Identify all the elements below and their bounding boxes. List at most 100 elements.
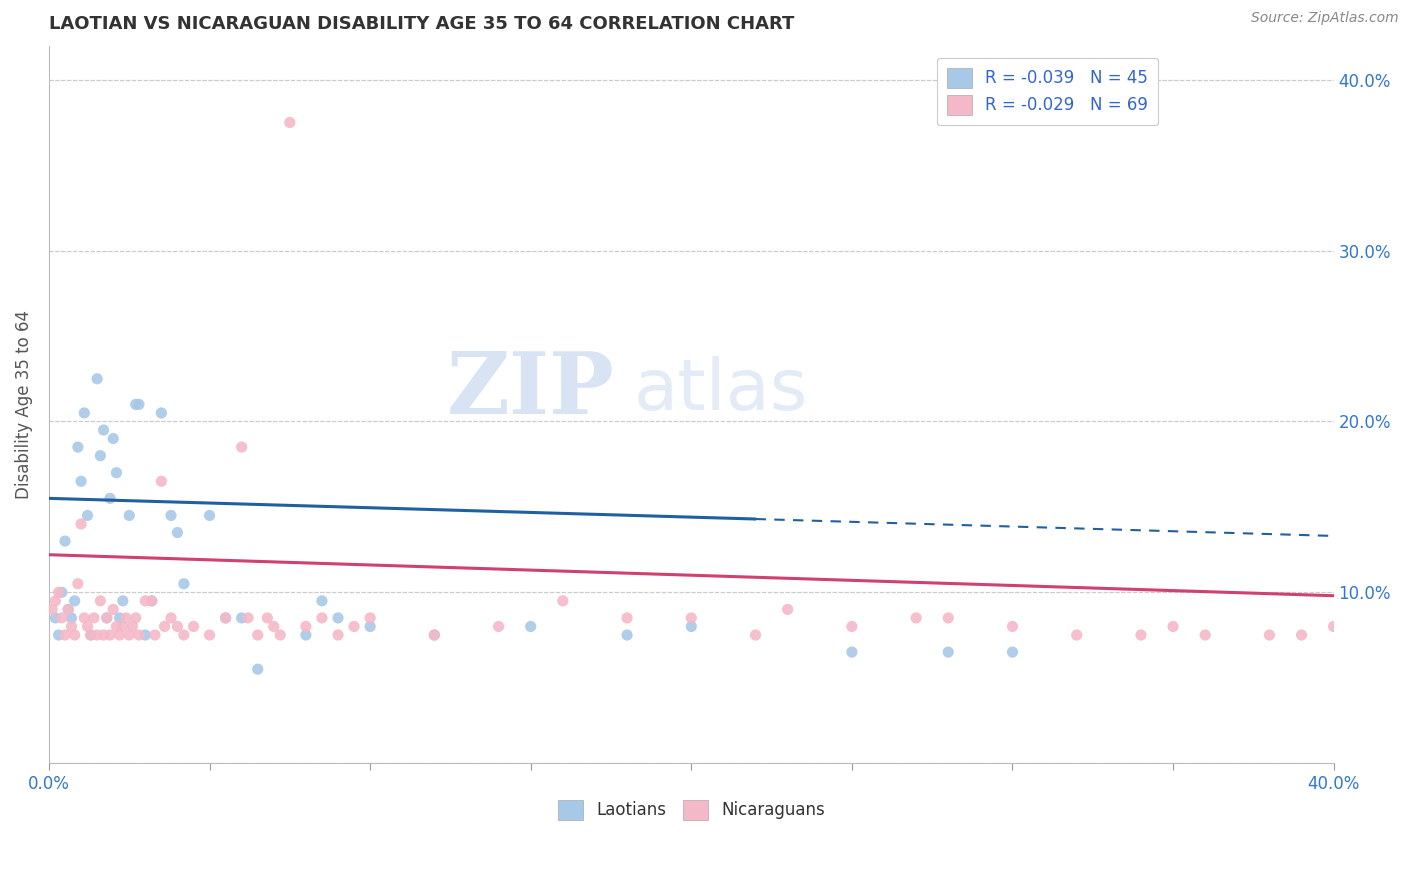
Point [60,611,83,625]
Point [166,525,188,540]
Point [41,602,63,616]
Point [125,397,148,411]
Point [311,594,333,608]
Point [63,594,86,608]
Point [118,508,141,523]
Point [121,619,143,633]
Point [111,619,134,633]
Point [73,406,96,420]
Point [89,594,111,608]
Point [96,611,118,625]
Point [44,594,66,608]
Point [1001,619,1024,633]
Point [183,619,205,633]
Point [776,602,799,616]
Point [51,611,73,625]
Point [166,619,188,633]
Point [1066,628,1088,642]
Y-axis label: Disability Age 35 to 64: Disability Age 35 to 64 [15,310,32,499]
Point [173,628,195,642]
Point [236,611,259,625]
Legend: Laotians, Nicaraguans: Laotians, Nicaraguans [551,793,831,827]
Point [263,619,285,633]
Point [269,628,291,642]
Point [359,619,381,633]
Point [173,576,195,591]
Text: ZIP: ZIP [447,348,614,432]
Point [326,611,349,625]
Point [80,628,103,642]
Point [905,611,928,625]
Point [359,611,381,625]
Text: Source: ZipAtlas.com: Source: ZipAtlas.com [1251,11,1399,25]
Point [681,611,703,625]
Point [105,619,128,633]
Point [86,372,108,386]
Point [841,619,863,633]
Point [134,594,156,608]
Point [70,516,93,531]
Point [1194,628,1216,642]
Point [103,432,125,446]
Point [150,406,173,420]
Point [108,611,131,625]
Point [423,628,446,642]
Point [343,619,366,633]
Point [115,611,138,625]
Text: LAOTIAN VS NICARAGUAN DISABILITY AGE 35 TO 64 CORRELATION CHART: LAOTIAN VS NICARAGUAN DISABILITY AGE 35 … [49,15,794,33]
Point [66,576,89,591]
Point [1258,628,1281,642]
Point [198,508,221,523]
Point [246,628,269,642]
Point [326,628,349,642]
Point [93,423,115,437]
Point [48,628,70,642]
Point [231,440,253,454]
Point [744,628,766,642]
Point [125,611,148,625]
Point [108,628,131,642]
Point [134,628,156,642]
Point [278,115,301,129]
Point [83,611,105,625]
Point [936,645,959,659]
Point [160,508,183,523]
Point [295,628,318,642]
Point [198,628,221,642]
Point [841,645,863,659]
Point [70,475,93,489]
Point [231,611,253,625]
Point [1291,628,1313,642]
Point [105,466,128,480]
Point [96,611,118,625]
Point [246,662,269,676]
Point [1001,645,1024,659]
Point [44,611,66,625]
Point [76,508,98,523]
Point [551,594,574,608]
Point [53,534,76,549]
Point [423,628,446,642]
Point [48,585,70,599]
Point [98,628,121,642]
Point [256,611,278,625]
Text: atlas: atlas [634,356,808,425]
Point [1323,619,1346,633]
Point [60,619,83,633]
Point [936,611,959,625]
Point [128,628,150,642]
Point [681,619,703,633]
Point [141,594,163,608]
Point [519,619,541,633]
Point [311,611,333,625]
Point [1161,619,1184,633]
Point [488,619,510,633]
Point [73,611,96,625]
Point [616,611,638,625]
Point [141,594,163,608]
Point [80,628,103,642]
Point [295,619,318,633]
Point [76,619,98,633]
Point [51,585,73,599]
Point [616,628,638,642]
